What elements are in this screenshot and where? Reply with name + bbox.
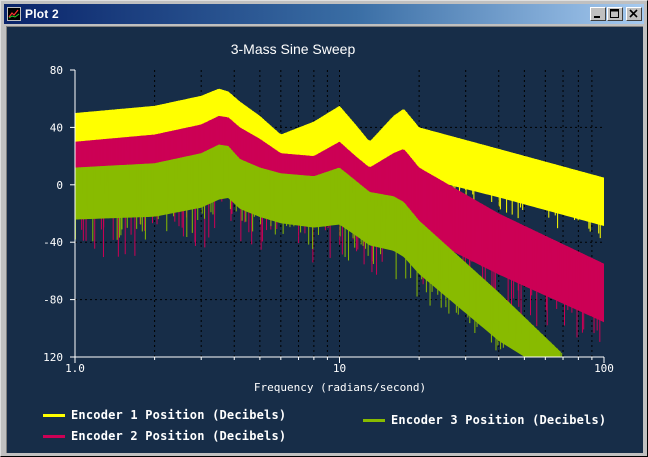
legend-item-encoder-2: Encoder 2 Position (Decibels)	[43, 429, 286, 443]
plot-icon[interactable]	[7, 7, 21, 21]
x-tick-label: 100	[594, 362, 614, 375]
maximize-icon	[610, 9, 619, 18]
close-button[interactable]	[626, 7, 642, 21]
x-tick-label: 1.0	[65, 362, 85, 375]
legend-swatch-encoder-2	[43, 434, 65, 438]
chart-title: 3-Mass Sine Sweep	[231, 41, 356, 57]
y-tick-label: 0	[56, 179, 63, 192]
y-tick-label: -40	[43, 236, 63, 249]
x-tick-label: 10	[333, 362, 346, 375]
plot-area: 3-Mass Sine Sweep Frequency (radians/sec…	[6, 26, 643, 453]
y-tick-label: 80	[50, 64, 63, 77]
y-tick-label: 120	[43, 351, 63, 364]
series-layer	[74, 88, 604, 357]
title-bar[interactable]: Plot 2	[4, 4, 644, 24]
y-tick-label: -80	[43, 294, 63, 307]
legend-item-encoder-1: Encoder 1 Position (Decibels)	[43, 408, 286, 422]
series-encoder-3	[75, 144, 563, 357]
close-icon	[629, 9, 638, 18]
window-title: Plot 2	[25, 7, 59, 21]
minimize-icon	[594, 16, 600, 18]
y-tick-label: 40	[50, 121, 63, 134]
series-encoder-2	[74, 115, 604, 342]
legend-item-encoder-3: Encoder 3 Position (Decibels)	[363, 413, 606, 427]
legend-label-encoder-1: Encoder 1 Position (Decibels)	[71, 408, 287, 422]
minimize-button[interactable]	[590, 7, 606, 21]
maximize-button[interactable]	[607, 7, 623, 21]
frequency-response-chart: 3-Mass Sine Sweep Frequency (radians/sec…	[43, 41, 614, 394]
axes: 1.0 10 100 80 40 0 -40 -80 120	[43, 64, 614, 375]
legend-label-encoder-3: Encoder 3 Position (Decibels)	[391, 413, 607, 427]
legend-swatch-encoder-1	[43, 413, 65, 417]
legend-swatch-encoder-3	[363, 418, 385, 422]
x-axis-label: Frequency (radians/second)	[254, 381, 426, 394]
legend-label-encoder-2: Encoder 2 Position (Decibels)	[71, 429, 287, 443]
